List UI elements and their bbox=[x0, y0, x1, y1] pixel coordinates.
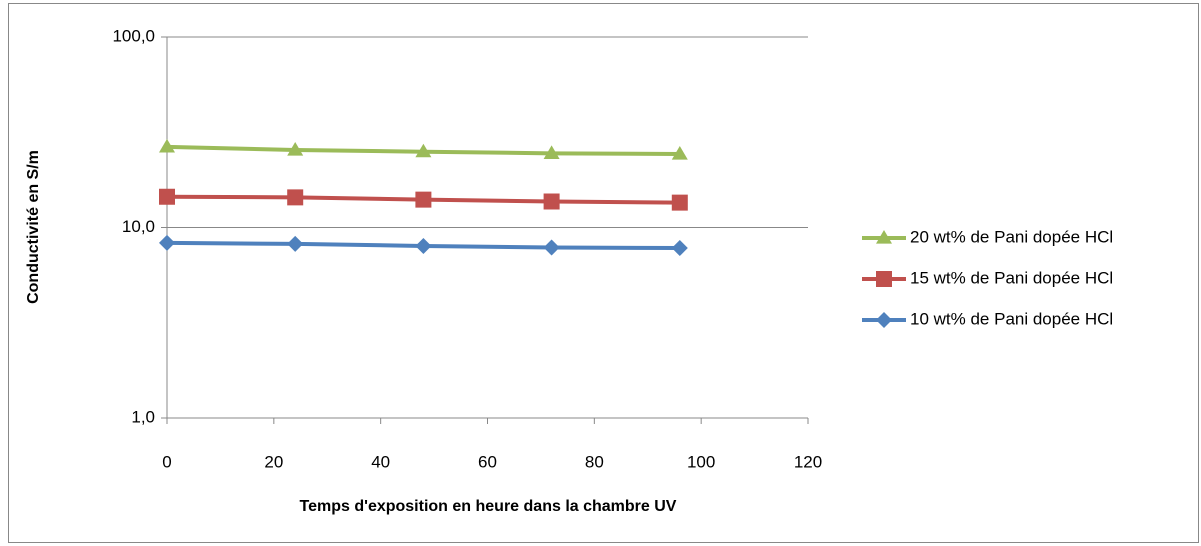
x-tick-label: 80 bbox=[585, 452, 604, 471]
data-point bbox=[287, 189, 304, 206]
y-tick-label: 100,0 bbox=[112, 26, 155, 45]
data-point bbox=[543, 145, 560, 159]
data-point bbox=[287, 235, 304, 252]
y-tick-label: 1,0 bbox=[131, 407, 155, 426]
x-tick-label: 0 bbox=[162, 452, 171, 471]
x-tick-label: 60 bbox=[478, 452, 497, 471]
legend-label: 10 wt% de Pani dopée HCl bbox=[910, 309, 1113, 328]
y-axis-title: Conductivité en S/m bbox=[25, 150, 42, 304]
data-point bbox=[159, 188, 175, 205]
x-axis-title: Temps d'exposition en heure dans la cham… bbox=[300, 498, 677, 515]
data-point bbox=[415, 237, 432, 254]
data-point bbox=[671, 194, 688, 211]
data-point bbox=[671, 146, 688, 160]
data-point bbox=[287, 142, 304, 156]
x-tick-label: 40 bbox=[371, 452, 390, 471]
x-tick-label: 120 bbox=[794, 452, 822, 471]
legend-label: 20 wt% de Pani dopée HCl bbox=[910, 227, 1113, 246]
x-tick-label: 100 bbox=[687, 452, 715, 471]
data-point bbox=[159, 234, 175, 251]
chart-border bbox=[8, 3, 1199, 543]
data-point bbox=[159, 138, 175, 153]
y-tick-label: 10,0 bbox=[122, 217, 155, 236]
data-point bbox=[671, 240, 688, 257]
data-point bbox=[415, 191, 432, 208]
legend-marker bbox=[876, 312, 892, 328]
data-point bbox=[543, 239, 560, 256]
legend-label: 15 wt% de Pani dopée HCl bbox=[910, 268, 1113, 287]
x-tick-label: 20 bbox=[264, 452, 283, 471]
data-point bbox=[543, 193, 560, 210]
data-point bbox=[415, 143, 432, 158]
legend-marker bbox=[876, 271, 892, 287]
legend-marker bbox=[876, 230, 892, 244]
